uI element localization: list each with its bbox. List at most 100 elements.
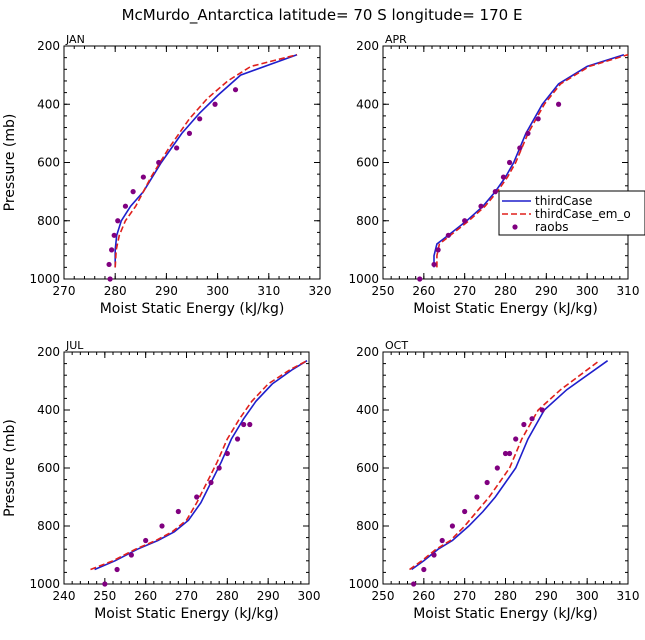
raobs-point [224, 450, 230, 457]
raobs-point [521, 421, 527, 428]
x-tick-label: 270 [453, 284, 476, 298]
panel-month-label: JAN [65, 33, 85, 46]
x-axis-label: Moist Static Energy (kJ/kg) [413, 606, 598, 622]
panel-jul: 240 250 260 270 280 290 300 200 400 600 800 1000 JUL… [2, 339, 320, 622]
y-tick-label: 600 [356, 156, 379, 170]
raobs-point [197, 116, 203, 122]
raobs-point [194, 494, 200, 500]
y-tick-label: 400 [37, 97, 60, 111]
x-tick-label: 260 [134, 589, 157, 603]
legend-label: thirdCase [535, 194, 592, 208]
raobs-point [517, 145, 523, 151]
series-raobs [102, 421, 253, 587]
raobs-point [529, 416, 535, 422]
raobs-point [241, 421, 247, 428]
raobs-point [555, 101, 562, 107]
raobs-point [130, 189, 136, 195]
raobs-point [411, 581, 417, 587]
raobs-point [122, 203, 129, 209]
raobs-point [445, 232, 451, 238]
y-tick-label: 800 [37, 214, 60, 228]
panel-month-label: JUL [65, 339, 84, 352]
series-line-thirdCase_em_o [409, 360, 600, 571]
raobs-point [462, 508, 468, 515]
raobs-point [234, 436, 241, 442]
raobs-point [502, 450, 509, 457]
raobs-point [535, 116, 541, 122]
x-tick-label: 280 [494, 284, 517, 298]
raobs-point [539, 407, 545, 413]
raobs-point [500, 174, 507, 180]
raobs-point [156, 159, 162, 166]
raobs-point [506, 159, 513, 166]
raobs-point [431, 261, 437, 268]
panel-month-label: APR [385, 33, 407, 46]
x-axis-label: Moist Static Energy (kJ/kg) [413, 301, 598, 317]
y-tick-label: 400 [37, 403, 60, 417]
y-tick-label: 1000 [348, 272, 379, 286]
legend-marker-raobs [512, 224, 518, 230]
raobs-point [107, 276, 113, 282]
y-axis-label: Pressure (mb) [2, 114, 18, 212]
raobs-point [435, 247, 441, 253]
raobs-point [492, 189, 498, 195]
x-tick-label: 310 [617, 284, 640, 298]
x-tick-label: 290 [257, 589, 280, 603]
y-tick-label: 200 [356, 39, 379, 53]
raobs-point [513, 436, 519, 442]
raobs-point [506, 450, 513, 457]
plot-frame [63, 45, 321, 280]
x-tick-label: 270 [175, 589, 198, 603]
raobs-point [174, 145, 180, 151]
y-tick-label: 400 [356, 97, 379, 111]
y-tick-label: 1000 [29, 272, 60, 286]
series-line-thirdCase [433, 53, 625, 268]
legend-box [498, 190, 645, 236]
raobs-point [439, 537, 445, 544]
x-tick-label: 280 [216, 589, 239, 603]
raobs-point [102, 581, 108, 587]
series-raobs [411, 407, 545, 587]
panel-apr: 250 260 270 280 290 300 310 200 400 600 800 1000 APR… [348, 33, 639, 317]
y-tick-label: 600 [37, 461, 60, 475]
x-tick-label: 240 [53, 589, 76, 603]
raobs-point [216, 465, 222, 471]
raobs-point [186, 130, 193, 136]
x-tick-label: 310 [617, 589, 640, 603]
raobs-point [111, 232, 117, 238]
raobs-point [109, 247, 115, 253]
series-line-thirdCase [114, 53, 298, 268]
y-tick-label: 600 [37, 156, 60, 170]
x-tick-label: 320 [309, 284, 332, 298]
panel-oct: 250 260 270 280 290 300 310 200 400 600 800 1000 OCT… [348, 339, 639, 622]
raobs-point [140, 174, 146, 180]
y-tick-label: 400 [356, 403, 379, 417]
raobs-point [232, 87, 239, 93]
x-tick-label: 270 [453, 589, 476, 603]
raobs-point [143, 537, 149, 544]
y-tick-label: 600 [356, 461, 379, 475]
y-tick-label: 1000 [29, 577, 60, 591]
raobs-point [421, 566, 427, 573]
raobs-point [494, 465, 500, 471]
y-tick-label: 200 [37, 345, 60, 359]
panel-jan: 270 280 290 300 310 320 200 400 600 800 1000 JAN Moi… [2, 33, 331, 317]
raobs-point [417, 276, 423, 282]
y-tick-label: 800 [356, 214, 379, 228]
raobs-point [115, 218, 121, 224]
series-line-thirdCase [94, 360, 308, 571]
figure-title: McMurdo_Antarctica latitude= 70 S longit… [122, 6, 523, 25]
x-tick-label: 250 [93, 589, 116, 603]
raobs-point [462, 218, 468, 224]
plot-frame [382, 45, 629, 280]
x-tick-label: 260 [412, 284, 435, 298]
raobs-point [449, 523, 456, 529]
x-tick-label: 300 [576, 589, 599, 603]
x-tick-label: 290 [535, 589, 558, 603]
x-tick-label: 250 [372, 284, 395, 298]
x-tick-label: 250 [372, 589, 395, 603]
x-axis-label: Moist Static Energy (kJ/kg) [100, 301, 285, 317]
x-tick-label: 300 [298, 589, 321, 603]
raobs-point [525, 130, 531, 136]
